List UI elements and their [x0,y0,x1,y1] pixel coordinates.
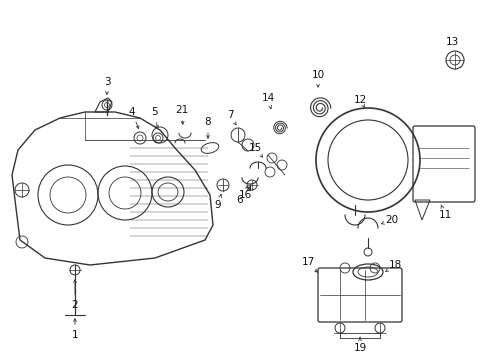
Text: 15: 15 [248,143,261,153]
Text: 5: 5 [151,107,158,117]
Text: 21: 21 [175,105,188,115]
Text: 3: 3 [103,77,110,87]
Text: 8: 8 [204,117,211,127]
Text: 1: 1 [72,330,78,340]
Text: 4: 4 [128,107,135,117]
Text: 9: 9 [214,200,221,210]
Text: 6: 6 [236,195,243,205]
Text: 20: 20 [385,215,398,225]
Text: 11: 11 [437,210,451,220]
Text: 17: 17 [301,257,314,267]
Text: 16: 16 [238,190,251,200]
Text: 12: 12 [353,95,366,105]
Text: 7: 7 [226,110,233,120]
Text: 10: 10 [311,70,324,80]
Text: 18: 18 [387,260,401,270]
Text: 19: 19 [353,343,366,353]
Text: 13: 13 [445,37,458,47]
Text: 2: 2 [72,300,78,310]
Text: 14: 14 [261,93,274,103]
